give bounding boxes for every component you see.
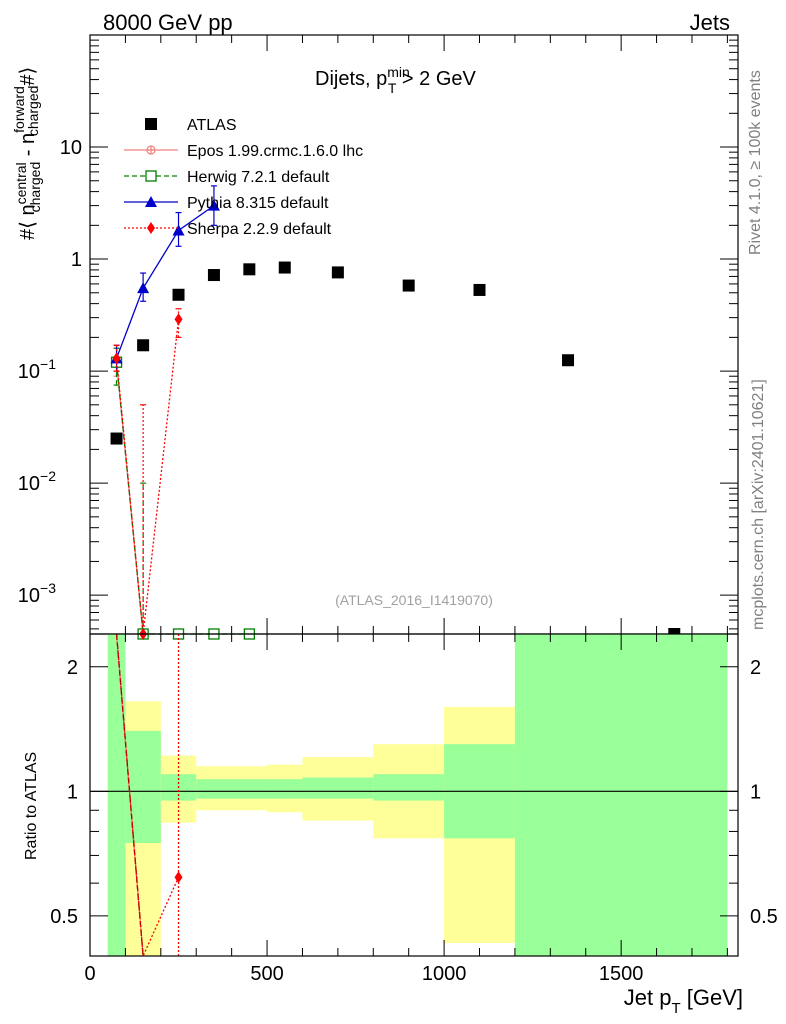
ratio-band-stat [302, 777, 374, 799]
ratio-marker [174, 871, 183, 884]
legend-marker [145, 170, 157, 182]
main-series-layer [110, 185, 681, 640]
ratio-ytick-label: 1 [67, 781, 78, 803]
ratio-ytick-label-right: 1 [750, 781, 761, 803]
xtick-label: 1000 [422, 963, 467, 985]
series-sherpa [112, 308, 183, 640]
ratio-line-sherpa [115, 633, 180, 957]
main-ytick-label: 10 [60, 137, 82, 159]
xtick-label: 0 [84, 963, 95, 985]
main-title: Dijets, pmin T > 2 GeV [315, 64, 477, 96]
side-label-mcplots: mcplots.cern.ch [arXiv:2401.10621] [750, 379, 767, 630]
ratio-band-stat [107, 634, 126, 956]
legend-label: Epos 1.99.crmc.1.6.0 lhc [187, 143, 363, 160]
ratio-band-stat [514, 634, 728, 956]
xtick-label: 1500 [599, 963, 644, 985]
data-point [137, 282, 150, 294]
main-axis-ticks: 10−3 10−2 10−1 1 10 [18, 35, 738, 634]
ratio-band-stat [373, 774, 445, 801]
ratio-axis-ticks: 0.5 0.5 1 1 2 2 0 500 1000 1500 [50, 634, 778, 985]
data-point [243, 263, 256, 276]
legend-marker [145, 118, 157, 130]
legend-label: Sherpa 2.2.9 default [187, 221, 332, 238]
x-axis-label: Jet pT [GeV] [624, 985, 743, 1017]
data-point [473, 283, 486, 296]
data-point [137, 339, 150, 352]
ratio-band-stat [196, 779, 268, 799]
data-point [278, 261, 291, 274]
ratio-frame [89, 633, 739, 957]
series-atlas [110, 261, 681, 640]
legend-marker [146, 145, 156, 155]
data-point [172, 224, 185, 236]
ratio-band-stat [125, 730, 161, 844]
main-y-axis-label: #⟨ ncentralcharged - nforwardcharged#⟩ [11, 67, 43, 240]
data-point [112, 352, 121, 365]
main-ytick-label: 10−1 [18, 356, 56, 383]
main-ytick-label: 10−3 [18, 580, 56, 607]
ratio-band-stat [267, 779, 303, 799]
data-point [174, 313, 183, 326]
side-label-rivet: Rivet 4.1.0, ≥ 100k events [747, 70, 764, 255]
ratio-ytick-label: 0.5 [50, 906, 78, 928]
ratio-ytick-label-right: 0.5 [750, 906, 778, 928]
xtick-label: 500 [250, 963, 283, 985]
ratio-y-axis-label: Ratio to ATLAS [23, 752, 40, 860]
header-right: Jets [690, 10, 730, 35]
legend-label: ATLAS [187, 117, 237, 134]
series-line [115, 319, 180, 635]
data-point [331, 266, 344, 279]
analysis-watermark: (ATLAS_2016_I1419070) [335, 592, 493, 608]
legend: ATLAS Epos 1.99.crmc.1.6.0 lhc Herwig 7.2.… [124, 117, 363, 238]
series-herwig [110, 347, 255, 640]
series-line [115, 205, 215, 359]
header-left: 8000 GeV pp [103, 10, 233, 35]
series-line [115, 362, 250, 635]
legend-label: Herwig 7.2.1 default [187, 169, 330, 186]
series-pythia [110, 185, 220, 372]
main-ytick-label: 10−2 [18, 468, 56, 495]
data-point [207, 199, 220, 211]
ratio-ytick-label-right: 2 [750, 657, 761, 679]
data-point [110, 432, 123, 445]
main-ytick-label: 1 [71, 249, 82, 271]
ratio-lines-layer [115, 633, 183, 957]
data-point [172, 288, 185, 301]
data-point [562, 354, 575, 367]
legend-label: Pythia 8.315 default [187, 195, 329, 212]
legend-marker [145, 196, 157, 207]
data-point [402, 279, 415, 292]
data-point [207, 269, 220, 282]
ratio-ytick-label: 2 [67, 657, 78, 679]
ratio-panel [90, 634, 738, 956]
legend-marker [147, 222, 155, 234]
